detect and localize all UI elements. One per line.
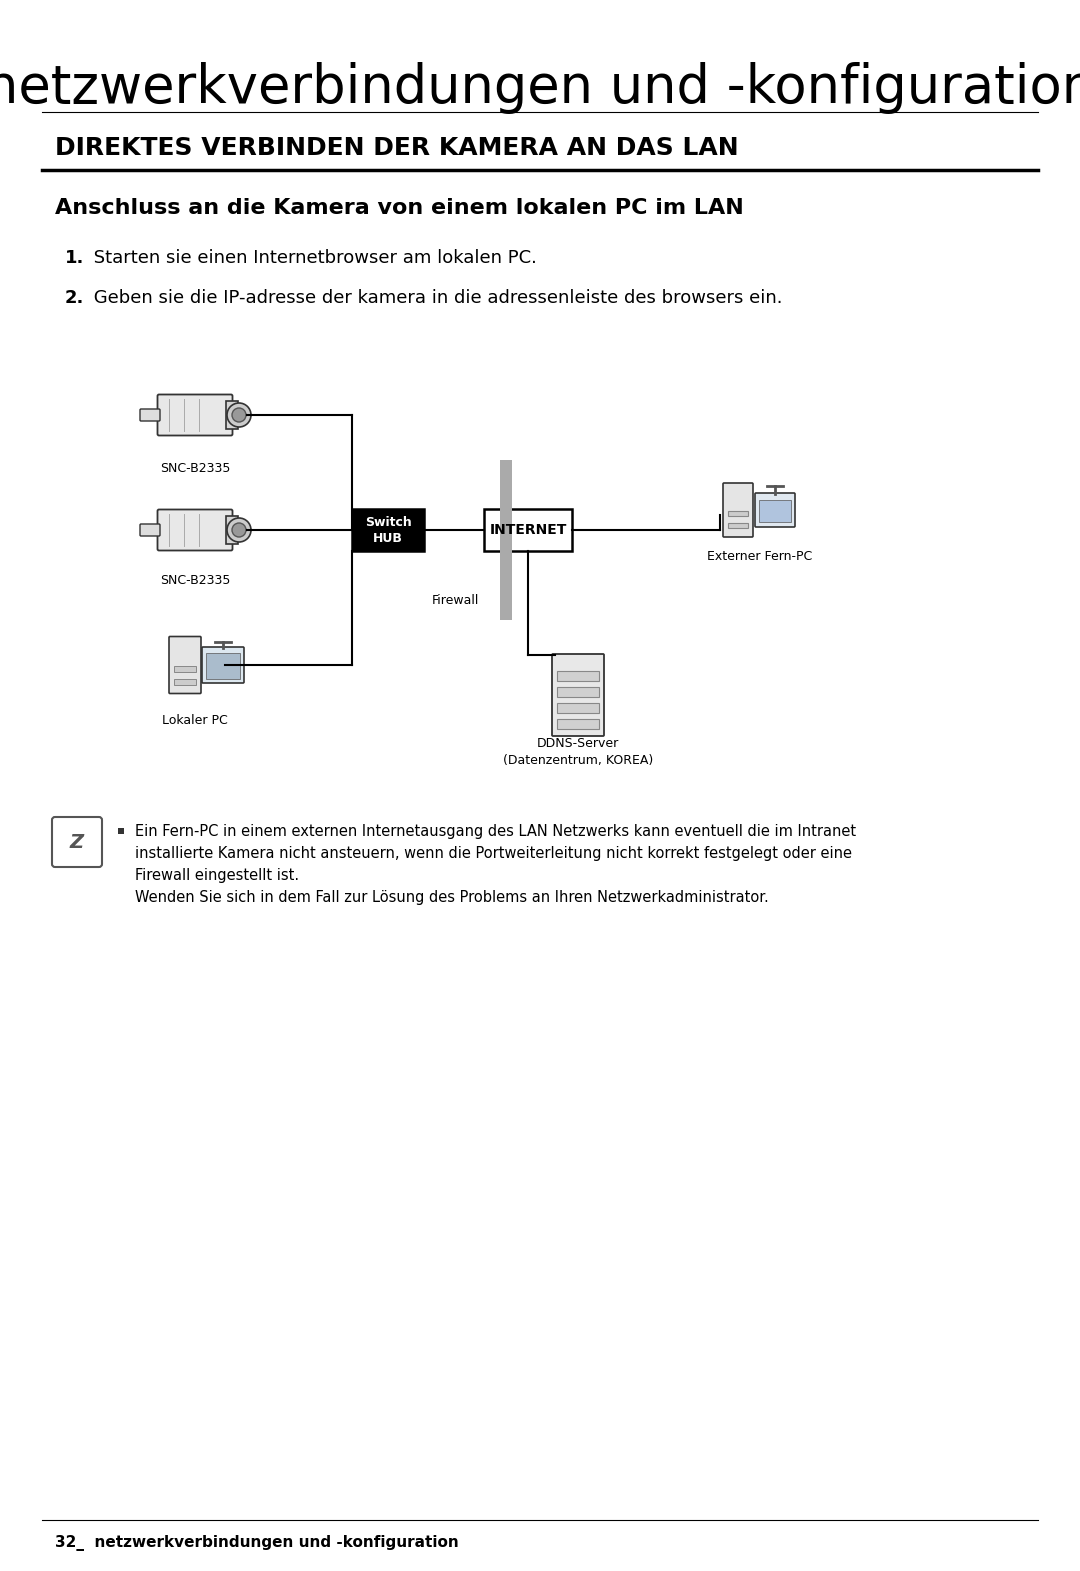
Text: Firewall: Firewall [431,594,478,606]
Text: SNC-B2335: SNC-B2335 [160,462,230,474]
Text: netzwerkverbindungen und -konfiguration: netzwerkverbindungen und -konfiguration [0,61,1080,115]
Bar [728,523,748,528]
FancyBboxPatch shape [352,509,424,551]
FancyBboxPatch shape [755,493,795,526]
Bar [557,720,599,729]
FancyBboxPatch shape [52,817,102,867]
Bar [174,666,195,671]
Text: Firewall eingestellt ist.: Firewall eingestellt ist. [135,869,299,883]
Text: INTERNET: INTERNET [489,523,567,537]
Bar [557,702,599,713]
Text: Switch
HUB: Switch HUB [365,515,411,545]
Circle shape [227,404,251,427]
Text: Wenden Sie sich in dem Fall zur Lösung des Problems an Ihren Netzwerkadministrat: Wenden Sie sich in dem Fall zur Lösung d… [135,891,769,905]
Bar [557,671,599,680]
Text: Starten sie einen Internetbrowser am lokalen PC.: Starten sie einen Internetbrowser am lok… [87,248,537,267]
Bar [500,460,512,621]
Bar [226,515,238,544]
Circle shape [232,408,246,423]
Text: Externer Fern-PC: Externer Fern-PC [707,550,812,562]
Text: Geben sie die IP-adresse der kamera in die adressenleiste des browsers ein.: Geben sie die IP-adresse der kamera in d… [87,289,783,306]
FancyBboxPatch shape [484,509,572,551]
FancyBboxPatch shape [168,636,201,693]
Bar [206,654,240,679]
Bar [174,679,195,685]
Text: Anschluss an die Kamera von einem lokalen PC im LAN: Anschluss an die Kamera von einem lokale… [55,198,744,218]
Text: DIREKTES VERBINDEN DER KAMERA AN DAS LAN: DIREKTES VERBINDEN DER KAMERA AN DAS LAN [55,137,739,160]
Circle shape [232,523,246,537]
FancyBboxPatch shape [140,525,160,536]
Bar [226,401,238,429]
Text: 32_  netzwerkverbindungen und -konfiguration: 32_ netzwerkverbindungen und -konfigurat… [55,1535,459,1551]
Bar [759,500,791,522]
Bar [557,687,599,698]
Text: SNC-B2335: SNC-B2335 [160,573,230,586]
Text: 2.: 2. [65,289,84,306]
FancyBboxPatch shape [158,509,232,550]
FancyBboxPatch shape [723,482,753,537]
Text: Z: Z [70,833,84,851]
Bar [118,828,124,834]
FancyBboxPatch shape [552,654,604,735]
FancyBboxPatch shape [140,408,160,421]
Text: Lokaler PC: Lokaler PC [162,713,228,726]
Bar [728,511,748,515]
Text: DDNS-Server
(Datenzentrum, KOREA): DDNS-Server (Datenzentrum, KOREA) [503,737,653,767]
Text: Ein Fern-PC in einem externen Internetausgang des LAN Netzwerks kann eventuell d: Ein Fern-PC in einem externen Internetau… [135,825,856,839]
Text: 1.: 1. [65,248,84,267]
Circle shape [227,518,251,542]
FancyBboxPatch shape [158,394,232,435]
Text: installierte Kamera nicht ansteuern, wenn die Portweiterleitung nicht korrekt fe: installierte Kamera nicht ansteuern, wen… [135,847,852,861]
FancyBboxPatch shape [202,647,244,683]
